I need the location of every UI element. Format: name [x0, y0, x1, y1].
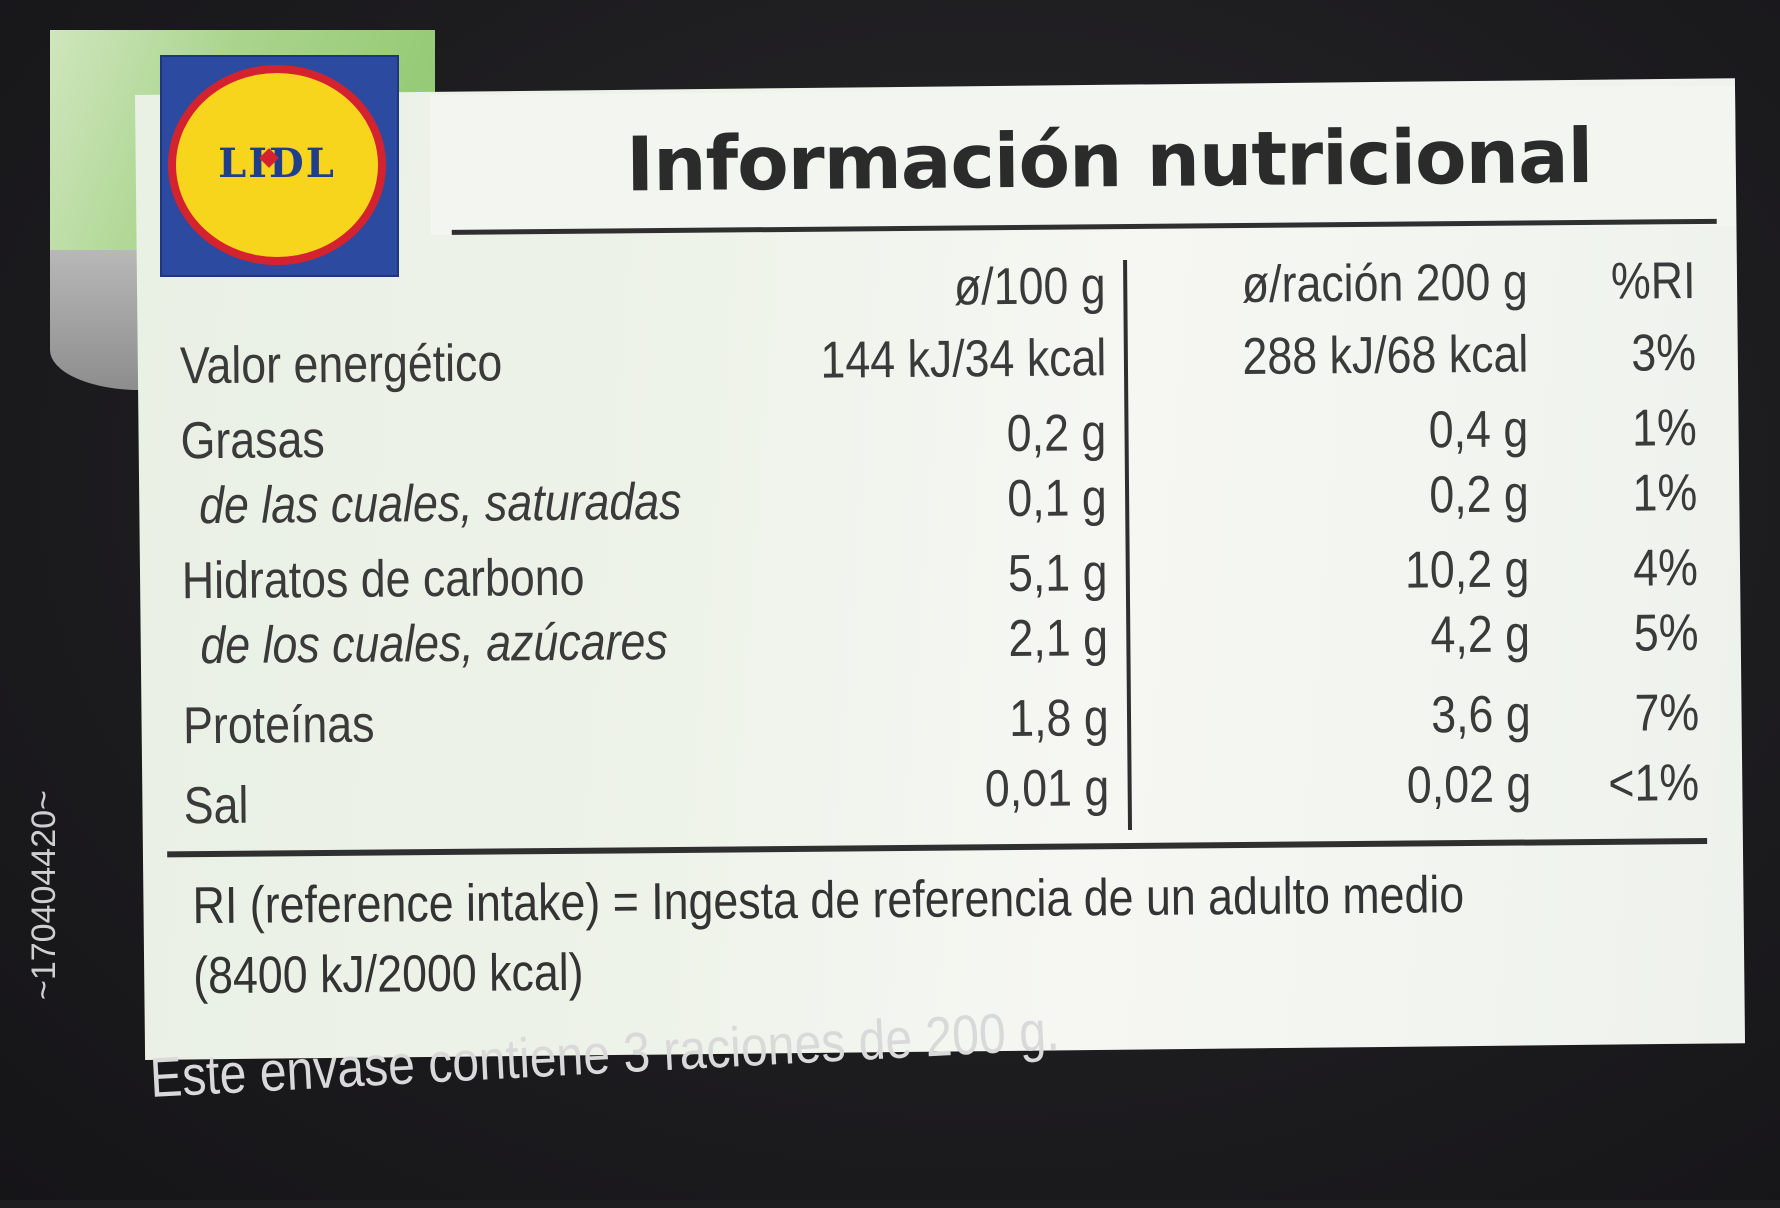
row-label: Sal	[183, 776, 249, 836]
row-label: Proteínas	[182, 695, 375, 756]
row-ri: 7%	[1634, 684, 1700, 743]
row-per-100g: 0,01 g	[985, 759, 1110, 819]
ribbon-fold	[50, 250, 140, 390]
row-ri: 1%	[1632, 464, 1698, 523]
row-per-portion: 10,2 g	[1405, 540, 1531, 600]
row-label-sub: de los cuales, azúcares	[200, 613, 668, 676]
row-per-100g: 2,1 g	[1008, 609, 1109, 669]
footnote-ri-values: (8400 kJ/2000 kcal)	[193, 943, 584, 1006]
row-ri: 4%	[1632, 539, 1699, 598]
title-divider	[451, 218, 1717, 235]
row-label: Valor energético	[179, 334, 503, 396]
row-ri: <1%	[1608, 754, 1700, 813]
row-per-portion: 0,4 g	[1428, 400, 1529, 460]
row-ri: 5%	[1633, 604, 1699, 663]
row-ri: 1%	[1631, 399, 1697, 458]
row-per-100g: 0,1 g	[1007, 469, 1108, 529]
row-per-portion: 288 kJ/68 kcal	[1241, 325, 1529, 387]
row-per-100g: 5,1 g	[1008, 544, 1109, 604]
row-per-100g: 1,8 g	[1009, 689, 1110, 749]
label-title: Información nutricional	[625, 111, 1593, 209]
logo-yellow-circle	[176, 73, 378, 257]
row-per-100g: 144 kJ/34 kcal	[819, 329, 1107, 390]
row-per-100g: 0,2 g	[1006, 404, 1107, 464]
row-label: Grasas	[180, 411, 325, 471]
footnote-ri: RI (reference intake) = Ingesta de refer…	[192, 866, 1465, 936]
header-per-100g: ø/100 g	[953, 257, 1106, 317]
side-code: ~170404420~	[25, 790, 63, 1000]
row-label: Hidratos de carbono	[181, 548, 585, 611]
footnote-divider	[167, 837, 1708, 858]
row-per-portion: 4,2 g	[1430, 605, 1531, 665]
column-divider	[1123, 260, 1133, 831]
row-ri: 3%	[1630, 324, 1697, 383]
row-per-portion: 3,6 g	[1431, 685, 1532, 745]
row-per-portion: 0,2 g	[1429, 465, 1530, 525]
row-per-portion: 0,02 g	[1407, 755, 1532, 815]
header-per-portion: ø/ración 200 g	[1241, 253, 1528, 315]
header-ri: %RI	[1610, 252, 1696, 311]
logo-text: LIDL	[218, 140, 336, 187]
row-label-sub: de las cuales, saturadas	[198, 472, 682, 536]
